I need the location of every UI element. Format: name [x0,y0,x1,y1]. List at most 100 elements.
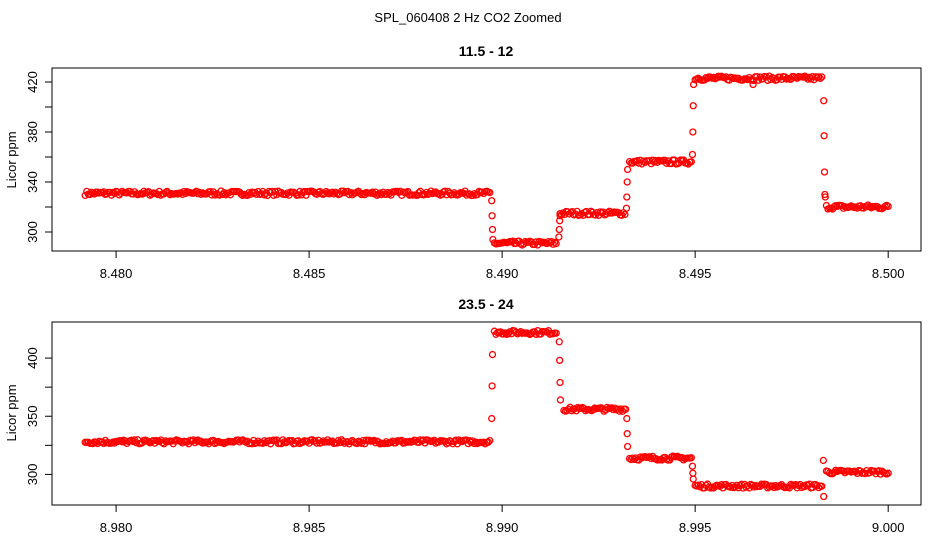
data-point [269,191,278,199]
y-tick-label: 300 [25,464,40,486]
y-tick-label: 350 [25,405,40,427]
data-point [689,80,698,89]
data-point [731,483,739,491]
data-point [488,197,496,205]
y-tick-label: 300 [25,221,40,243]
panel-title: 23.5 - 24 [458,296,513,312]
data-point [552,329,560,337]
data-point [820,132,828,140]
data-point [488,414,496,423]
data-point [339,187,347,195]
data-point [623,165,632,174]
data-point [689,469,697,477]
data-point [884,202,892,211]
x-tick-label: 8.500 [872,266,905,281]
y-tick-label: 420 [25,71,40,93]
data-point [555,338,563,346]
data-point [296,187,304,196]
data-point [556,217,564,225]
y-axis: 300 340 380 420 [25,71,52,243]
data-point [622,405,630,413]
y-tick-label: 380 [25,121,40,143]
x-tick-label: 8.495 [679,266,712,281]
data-point [489,235,497,244]
data-point [689,475,697,483]
figure-title: SPL_060408 2 Hz CO2 Zoomed [374,10,561,25]
data-point [486,188,494,197]
data-point [556,396,565,404]
data-point [469,191,477,200]
data-point [816,74,824,83]
data-point [347,438,355,446]
data-point [328,188,336,196]
data-point [645,453,654,461]
x-tick-label: 8.995 [679,520,712,535]
data-point [488,382,496,390]
data-point [815,73,823,81]
data-point [689,128,697,136]
data-point [555,225,563,234]
data-point [117,437,125,445]
data-point [603,403,611,412]
data-point [283,438,292,446]
data-point [484,438,492,446]
data-point [820,492,828,501]
data-point [623,442,632,451]
x-tick-label: 8.980 [100,520,133,535]
data-point [500,330,508,338]
data-point [317,438,326,447]
data-point [623,193,631,201]
data-point [819,456,827,465]
x-tick-label: 8.490 [486,266,519,281]
data-point [622,204,631,212]
data-point [532,330,540,339]
data-point [770,483,778,492]
data-point [688,462,697,470]
plot-box [51,67,922,252]
data-point [689,102,697,110]
data-point [818,73,826,81]
data-point [687,454,695,462]
data-point [628,454,637,462]
x-tick-label: 8.985 [293,520,326,535]
data-point [623,414,631,423]
x-axis: 8.480 8.485 8.490 8.495 8.500 [100,251,905,281]
data-point [260,191,268,199]
data-point [488,225,497,234]
data-point [727,483,735,491]
data-point [211,191,219,199]
data-point [382,190,390,199]
data-point [339,438,347,446]
data-point [687,158,695,166]
data-point [486,436,494,445]
data-point [630,455,638,464]
data-point [367,189,375,197]
data-point [818,482,826,490]
x-axis: 8.980 8.985 8.990 8.995 9.000 [100,505,905,535]
data-point [549,240,557,248]
data-point [488,212,496,220]
data-point [556,356,564,365]
data-point [820,97,828,105]
data-point [550,238,559,247]
x-tick-label: 8.485 [293,266,326,281]
data-point [556,378,564,387]
data-point [488,350,497,359]
plot-box [51,321,922,506]
data-point [552,239,560,248]
panel-title: 11.5 - 12 [459,43,514,59]
y-axis: 300 350 400 [25,347,52,485]
panel-bottom: 23.5 - 24 Licor ppm 8.980 8.985 8.990 8.995… [4,296,922,535]
x-tick-label: 8.990 [486,520,519,535]
data-point [749,80,757,89]
data-point [260,437,268,445]
y-axis-label: Licor ppm [4,384,19,441]
points [81,326,892,501]
y-tick-label: 340 [25,171,40,193]
data-point [688,150,697,159]
x-tick-label: 9.000 [872,520,905,535]
data-point [623,178,631,186]
data-point [821,193,829,201]
data-point [206,187,214,196]
